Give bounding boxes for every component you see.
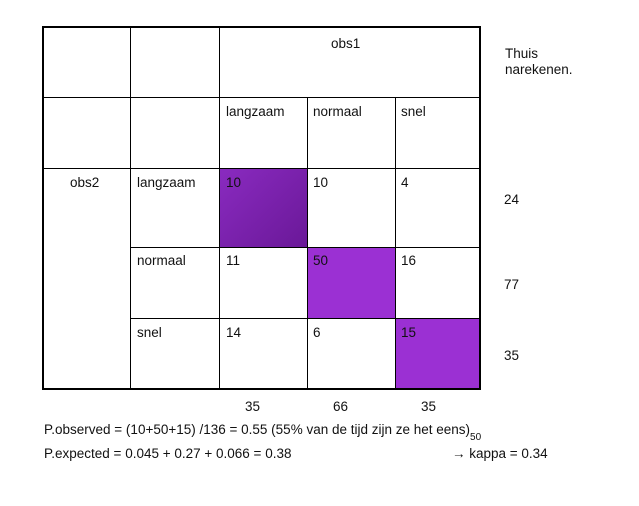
- formula-observed-subscript: 50: [470, 432, 482, 443]
- highlight-cell-langzaam: [219, 168, 307, 247]
- formula-expected: P.expected = 0.045 + 0.27 + 0.066 = 0.38: [44, 446, 292, 461]
- row-header-obs2: obs2: [70, 175, 100, 190]
- cell-value: 4: [401, 175, 409, 190]
- cell-value: 11: [226, 253, 241, 268]
- side-note-line1: Thuis: [505, 46, 539, 61]
- formula-observed-text: P.observed = (10+50+15) /136 = 0.55 (55%…: [44, 422, 471, 437]
- formula-kappa: → kappa = 0.34: [452, 446, 548, 461]
- column-header-obs1: obs1: [331, 36, 361, 51]
- cell-value: 50: [313, 253, 329, 268]
- col-label-langzaam: langzaam: [226, 104, 285, 119]
- highlight-cell-normaal: [307, 247, 395, 318]
- col-label-snel: snel: [401, 104, 426, 119]
- col-label-normaal: normaal: [313, 104, 362, 119]
- cell-value: 10: [226, 175, 242, 190]
- col-total: 66: [333, 399, 349, 414]
- cell-value: 6: [313, 325, 321, 340]
- col-total: 35: [245, 399, 261, 414]
- cell-value: 14: [226, 325, 242, 340]
- highlight-cell-snel: [395, 318, 481, 390]
- row-total: 77: [504, 277, 520, 292]
- cell-value: 10: [313, 175, 329, 190]
- row-label-snel: snel: [137, 325, 162, 340]
- row-label-normaal: normaal: [137, 253, 186, 268]
- side-note-line2: narekenen.: [505, 62, 573, 77]
- row-total: 35: [504, 348, 520, 363]
- cell-value: 16: [401, 253, 417, 268]
- col-total: 35: [421, 399, 437, 414]
- row-total: 24: [504, 192, 520, 207]
- row-label-langzaam: langzaam: [137, 175, 196, 190]
- cell-value: 15: [401, 325, 417, 340]
- formula-observed: P.observed = (10+50+15) /136 = 0.55 (55%…: [44, 422, 482, 443]
